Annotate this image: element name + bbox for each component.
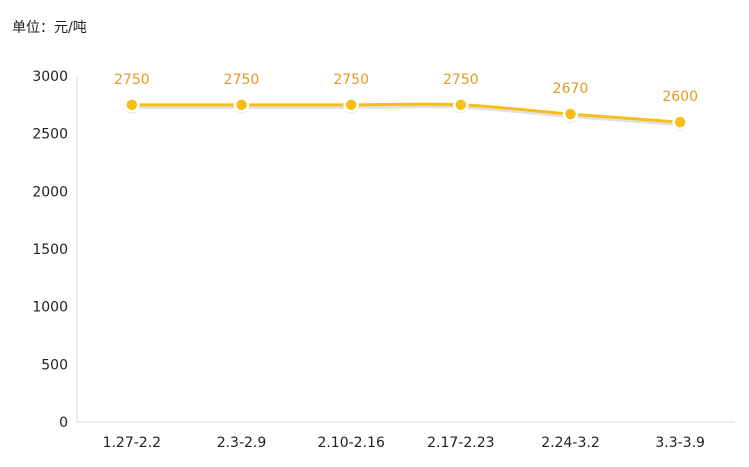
x-axis-ticks: 1.27-2.2 2.3-2.9 2.10-2.16 2.17-2.23 2.24-3.… bbox=[103, 435, 705, 451]
x-tick-label: 1.27-2.2 bbox=[103, 435, 162, 451]
x-tick-label: 2.10-2.16 bbox=[317, 435, 384, 451]
data-label: 2750 bbox=[443, 72, 479, 88]
series-line-shadow bbox=[131, 104, 681, 127]
point-marker bbox=[672, 114, 688, 130]
y-tick-label: 2500 bbox=[32, 127, 68, 143]
data-label: 2600 bbox=[662, 89, 698, 105]
point-marker bbox=[124, 97, 140, 113]
x-tick-label: 3.3-3.9 bbox=[655, 435, 705, 451]
point-marker bbox=[562, 106, 579, 122]
axes bbox=[76, 76, 735, 423]
unit-label: 单位：元/吨 bbox=[12, 20, 87, 36]
y-tick-label: 1500 bbox=[32, 242, 68, 258]
data-label: 2750 bbox=[114, 72, 150, 88]
series-line-group bbox=[131, 102, 681, 127]
point-marker bbox=[453, 97, 469, 113]
data-labels: 2750 2750 2750 2750 2670 2600 bbox=[114, 72, 698, 105]
point-marker bbox=[343, 97, 359, 113]
x-tick-label: 2.24-3.2 bbox=[541, 435, 600, 451]
data-label: 2750 bbox=[333, 72, 369, 88]
x-tick-label: 2.17-2.23 bbox=[427, 435, 494, 451]
y-tick-label: 1000 bbox=[32, 300, 68, 316]
y-tick-label: 2000 bbox=[32, 184, 68, 200]
series-line bbox=[131, 102, 681, 124]
point-markers bbox=[124, 97, 688, 131]
y-axis-ticks: 0 500 1000 1500 2000 2500 3000 bbox=[32, 69, 68, 431]
point-marker bbox=[233, 97, 250, 113]
data-label: 2750 bbox=[224, 72, 260, 88]
data-label: 2670 bbox=[553, 81, 589, 97]
y-tick-label: 0 bbox=[59, 415, 68, 431]
x-tick-label: 2.3-2.9 bbox=[217, 435, 267, 451]
y-tick-label: 500 bbox=[41, 357, 68, 373]
y-tick-label: 3000 bbox=[32, 69, 68, 85]
